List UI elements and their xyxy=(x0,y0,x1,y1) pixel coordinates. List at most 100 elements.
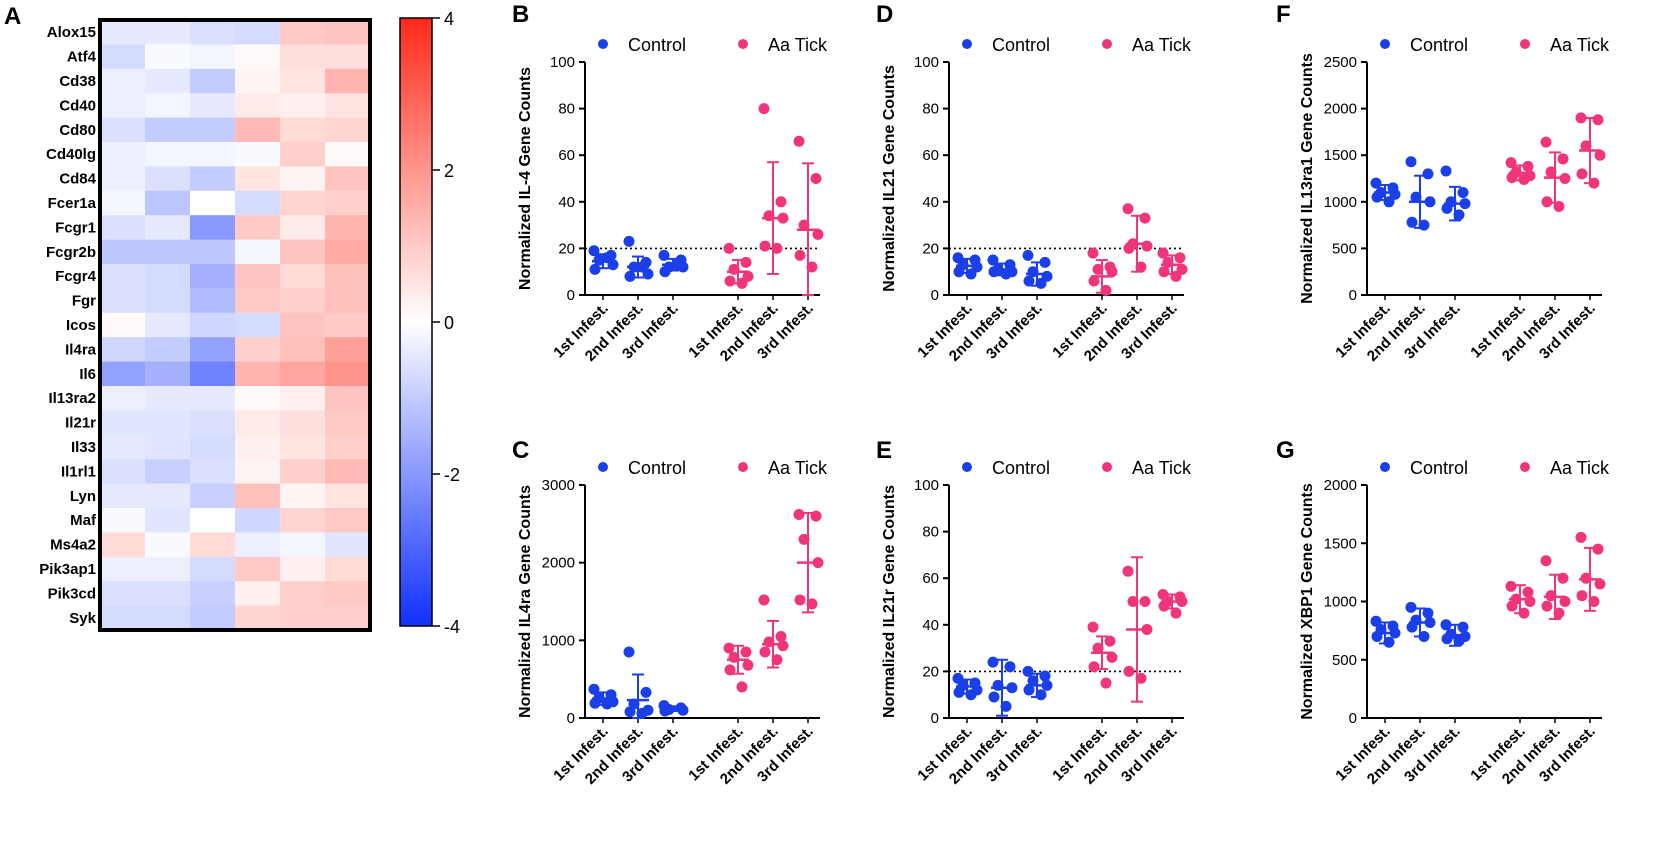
heatmap-cell xyxy=(190,337,236,363)
y-tick-label: 40 xyxy=(922,617,939,634)
data-point xyxy=(1039,256,1051,268)
data-point xyxy=(589,263,601,275)
heatmap-cell xyxy=(325,264,371,289)
data-group xyxy=(1087,621,1118,689)
data-point xyxy=(1440,619,1452,631)
data-point xyxy=(1087,247,1099,259)
data-point xyxy=(1553,607,1565,619)
data-point xyxy=(1176,596,1188,607)
data-group xyxy=(588,683,619,710)
data-point xyxy=(1158,266,1170,278)
gene-label: Maf xyxy=(70,512,97,529)
data-point xyxy=(1453,209,1465,221)
gene-label: Il6 xyxy=(79,366,96,383)
legend-marker-aa-tick xyxy=(1102,462,1112,472)
heatmap-cell xyxy=(190,459,236,485)
heatmap-cell xyxy=(145,532,191,558)
heatmap-cell xyxy=(145,264,191,289)
data-point xyxy=(588,245,600,257)
legend-marker-aa-tick xyxy=(1102,39,1112,49)
data-group xyxy=(1440,619,1471,647)
data-point xyxy=(798,533,810,545)
heatmap-cell xyxy=(145,215,191,241)
heatmap-cell xyxy=(325,215,371,241)
scatter-panel-b: B Control Aa Tick 0 20 40 60 80 100 Normalized IL… xyxy=(512,1,828,365)
data-point xyxy=(1122,203,1134,215)
data-point xyxy=(1139,212,1151,224)
data-point xyxy=(658,249,670,261)
y-tick-label: 0 xyxy=(567,287,575,304)
heatmap-cell xyxy=(145,239,191,265)
data-point xyxy=(1410,191,1422,203)
data-point xyxy=(1506,600,1518,612)
data-point xyxy=(1127,596,1139,607)
data-point xyxy=(1104,635,1116,647)
heatmap-cell xyxy=(100,239,146,265)
data-group xyxy=(1575,112,1606,189)
data-group xyxy=(793,135,824,296)
data-point xyxy=(1088,661,1100,673)
heatmap-cell xyxy=(190,117,236,143)
heatmap-cell xyxy=(100,483,146,509)
heatmap-cell xyxy=(100,434,146,460)
heatmap-cell xyxy=(190,410,236,436)
y-tick-label: 60 xyxy=(922,570,939,587)
data-point xyxy=(1424,616,1436,628)
heatmap-cell xyxy=(190,20,236,45)
data-point xyxy=(794,594,806,606)
data-point xyxy=(1088,275,1100,287)
heatmap-cell xyxy=(235,532,281,558)
data-point xyxy=(1389,188,1401,200)
data-point xyxy=(724,275,736,287)
data-point xyxy=(987,254,999,266)
heatmap-cell xyxy=(325,166,371,192)
data-point xyxy=(601,698,613,710)
data-point xyxy=(775,630,787,642)
heatmap-cell xyxy=(190,166,236,192)
heatmap-cell xyxy=(235,556,281,582)
heatmap-cell xyxy=(145,556,191,582)
y-tick-label: 100 xyxy=(914,54,939,71)
data-point xyxy=(1506,172,1518,184)
legend-marker-aa-tick xyxy=(738,39,748,49)
data-point xyxy=(1575,112,1587,124)
data-group xyxy=(1157,589,1188,619)
y-tick-label: 500 xyxy=(1332,240,1357,257)
colorbar-tick-label: 2 xyxy=(444,161,454,181)
data-point xyxy=(742,659,754,671)
heatmap-cell xyxy=(100,605,146,631)
y-tick-label: 1500 xyxy=(1324,535,1357,552)
legend-marker-control xyxy=(962,462,972,472)
heatmap-cell xyxy=(100,142,146,167)
data-point xyxy=(1540,136,1552,148)
heatmap-cell xyxy=(235,312,281,338)
heatmap-cell xyxy=(235,166,281,192)
gene-label: Fcgr1 xyxy=(55,219,96,236)
heatmap-cell xyxy=(235,508,281,533)
data-point xyxy=(736,277,748,289)
heatmap-cell xyxy=(145,508,191,533)
heatmap-cell xyxy=(325,581,371,607)
data-point xyxy=(1575,531,1587,543)
y-tick-label: 20 xyxy=(922,663,939,680)
heatmap-cell xyxy=(190,386,236,411)
data-point xyxy=(810,173,822,184)
gene-label: Cd40 xyxy=(59,97,96,114)
data-point xyxy=(601,252,613,264)
heatmap-cell xyxy=(280,459,326,485)
data-point xyxy=(1545,166,1557,178)
heatmap-cell xyxy=(190,44,236,70)
heatmap-cell xyxy=(100,166,146,192)
data-point xyxy=(1139,596,1151,607)
y-tick-label: 0 xyxy=(1349,287,1357,304)
gene-label: Fcgr4 xyxy=(55,268,97,285)
legend-label-aa-tick: Aa Tick xyxy=(1550,458,1610,478)
heatmap-cell xyxy=(280,68,326,94)
y-tick-label: 1000 xyxy=(1324,194,1357,211)
data-group xyxy=(758,103,789,276)
gene-label: Lyn xyxy=(70,488,96,505)
data-point xyxy=(723,642,735,654)
data-point xyxy=(812,228,824,240)
data-point xyxy=(1174,252,1186,264)
